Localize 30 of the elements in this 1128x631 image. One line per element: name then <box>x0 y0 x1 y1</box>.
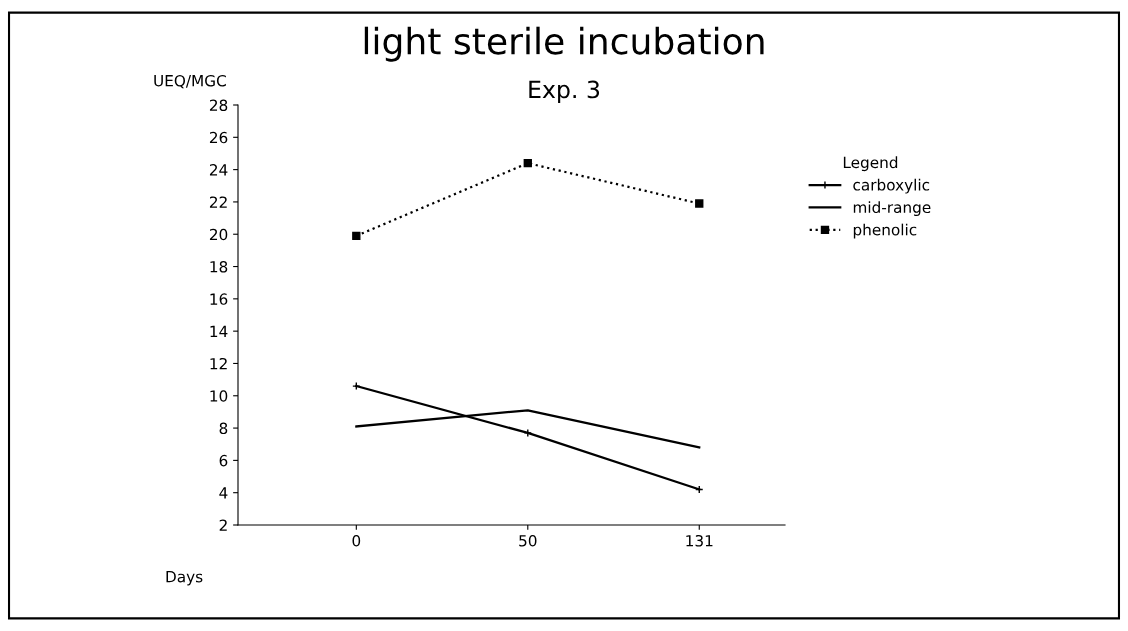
y-tick-label: 12 <box>210 357 227 370</box>
y-tick-label: 24 <box>209 164 228 176</box>
x-tick-label: 50 <box>519 534 537 547</box>
y-tick-label: 26 <box>209 131 228 144</box>
point <box>695 199 704 208</box>
point <box>523 158 532 168</box>
chart-title: light sterile incubation <box>364 26 764 62</box>
legend-label: mid-range <box>853 201 931 217</box>
x-tick-label: 131 <box>686 534 713 547</box>
y-tick-label: 6 <box>219 454 228 467</box>
y-tick-label: 10 <box>210 390 228 402</box>
y-tick-label: 18 <box>210 261 228 273</box>
point <box>352 381 361 391</box>
point <box>523 428 532 438</box>
y-axis-title: UEQ/MGC <box>154 74 226 89</box>
x-tick-label: 0 <box>352 534 361 547</box>
legend-label: carboxylic <box>853 178 930 194</box>
legend-label: phenolic <box>853 223 917 239</box>
y-tick-label: 4 <box>219 487 228 499</box>
x-axis-title: Days <box>166 571 203 586</box>
legend-title: Legend <box>843 156 898 172</box>
chart-subtitle: Exp. 3 <box>529 80 600 103</box>
y-tick-label: 2 <box>219 519 227 531</box>
y-tick-label: 28 <box>209 99 228 112</box>
y-tick-label: 8 <box>219 422 228 435</box>
y-tick-label: 14 <box>210 325 228 337</box>
y-tick-label: 22 <box>209 196 227 208</box>
y-tick-label: 16 <box>210 293 228 305</box>
y-tick-label: 20 <box>209 228 228 241</box>
point <box>352 231 361 241</box>
